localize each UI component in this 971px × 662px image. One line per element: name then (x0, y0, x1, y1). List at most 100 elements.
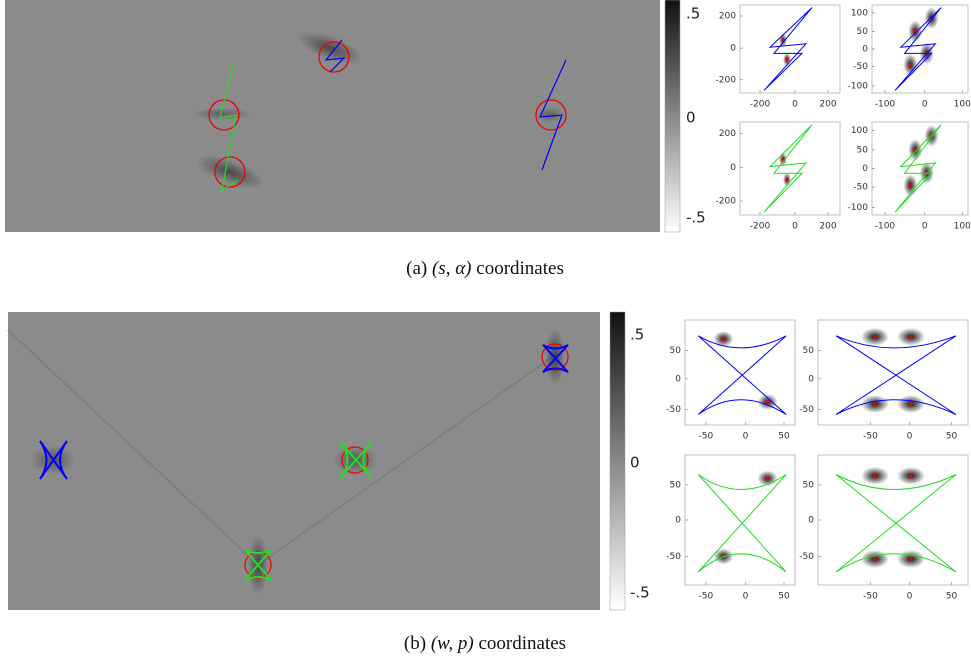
y-tick-label: 0 (808, 374, 814, 384)
y-tick-label: 0 (675, 374, 681, 384)
x-tick-label: -50 (699, 592, 714, 602)
colorbar-tick-label: .5 (630, 326, 644, 344)
x-tick-label: 0 (743, 592, 749, 602)
y-tick-label: 0 (730, 163, 736, 173)
caption-math: (w, p) (431, 633, 474, 654)
curve (835, 335, 957, 415)
small-plot: 100 50 0 -50 -100 -100 0 100 (848, 121, 971, 232)
x-tick-label: 0 (922, 222, 928, 232)
x-tick-label: 50 (946, 432, 958, 442)
peak-marker (873, 335, 877, 339)
peak-marker (908, 183, 913, 188)
peak-marker (785, 57, 789, 62)
x-tick-label: 50 (778, 592, 790, 602)
x-tick-label: 100 (954, 100, 971, 110)
y-tick-label: 0 (808, 516, 814, 526)
peak-marker (785, 177, 789, 182)
peak-marker (873, 474, 877, 478)
caption: (b) (w, p) coordinates (404, 633, 566, 654)
peak-marker (873, 557, 877, 561)
plot-frame (684, 454, 796, 586)
curve (697, 474, 787, 573)
y-tick-label: 100 (851, 8, 868, 18)
small-plot: 50 0 -50 -50 0 50 (799, 319, 969, 442)
y-tick-label: -50 (799, 552, 814, 562)
x-tick-label: -100 (875, 222, 896, 232)
x-tick-label: 0 (743, 432, 749, 442)
x-tick-label: -200 (750, 222, 771, 232)
caption-label: (a) (406, 258, 427, 279)
plot-frame (684, 319, 796, 426)
peak-marker (908, 63, 913, 67)
y-tick-label: 50 (670, 346, 682, 356)
plot-frame (739, 4, 841, 94)
y-tick-label: -50 (853, 183, 868, 193)
x-tick-label: -100 (875, 100, 896, 110)
small-plot: 200 0 -200 -200 0 200 (716, 121, 841, 232)
caption-label: (b) (404, 633, 426, 654)
y-tick-label: -50 (799, 405, 814, 415)
y-tick-label: -50 (853, 62, 868, 72)
x-tick-label: 0 (907, 592, 913, 602)
y-tick-label: 50 (803, 480, 815, 490)
colorbar-tick-label: -.5 (630, 584, 650, 602)
x-tick-label: -50 (863, 592, 878, 602)
colorbar (664, 0, 681, 233)
plot-frame (739, 121, 841, 216)
x-tick-label: 200 (819, 222, 836, 232)
x-tick-label: -50 (699, 432, 714, 442)
x-tick-label: 0 (922, 100, 928, 110)
y-tick-label: 0 (862, 164, 868, 174)
caption: (a) (s, α) coordinates (406, 258, 564, 279)
y-tick-label: -50 (666, 552, 681, 562)
colorbar-tick-label: 0 (686, 109, 696, 127)
y-tick-label: -100 (848, 81, 869, 91)
peak-marker (873, 402, 877, 406)
plot-frame (817, 454, 969, 586)
small-plot: 50 0 -50 -50 0 50 (666, 454, 796, 602)
peak-marker (765, 476, 770, 481)
plot-frame (871, 4, 969, 94)
x-tick-label: -50 (863, 432, 878, 442)
colorbar-tick-label: .5 (686, 5, 700, 23)
caption-text: coordinates (476, 258, 564, 279)
y-tick-label: -50 (666, 405, 681, 415)
y-tick-label: 200 (719, 12, 736, 22)
y-tick-label: 0 (730, 44, 736, 54)
y-tick-label: 100 (851, 126, 868, 136)
curve (763, 124, 813, 213)
small-plot: 100 50 0 -50 -100 -100 0 100 (848, 4, 971, 110)
x-tick-label: -200 (750, 100, 771, 110)
x-tick-label: 0 (907, 432, 913, 442)
y-tick-label: 50 (857, 27, 869, 37)
x-tick-label: 50 (946, 592, 958, 602)
peak-marker (909, 335, 913, 339)
x-tick-label: 0 (792, 222, 798, 232)
curve (894, 124, 942, 213)
x-tick-label: 0 (792, 100, 798, 110)
y-tick-label: 0 (862, 45, 868, 55)
y-tick-label: -200 (716, 197, 737, 207)
curve (835, 474, 957, 573)
peak-marker (909, 557, 913, 561)
plot-frame (871, 121, 969, 216)
caption-math: (s, α) (432, 258, 472, 279)
y-tick-label: 0 (675, 516, 681, 526)
colorbar (609, 311, 626, 611)
image-b (7, 312, 600, 610)
y-tick-label: 50 (857, 145, 869, 155)
small-plot: 50 0 -50 -50 0 50 (666, 319, 796, 442)
curve (763, 7, 813, 91)
y-tick-label: 50 (670, 480, 682, 490)
x-tick-label: 200 (819, 100, 836, 110)
caption-text: coordinates (479, 633, 567, 654)
y-tick-label: 200 (719, 129, 736, 139)
small-plot: 200 0 -200 -200 0 200 (716, 4, 841, 110)
y-tick-label: 50 (803, 346, 815, 356)
curve (697, 335, 787, 415)
peak-marker (721, 337, 726, 341)
y-tick-label: -200 (716, 75, 737, 85)
colorbar-tick-label: 0 (630, 454, 640, 472)
curve (894, 7, 942, 91)
x-tick-label: 100 (954, 222, 971, 232)
